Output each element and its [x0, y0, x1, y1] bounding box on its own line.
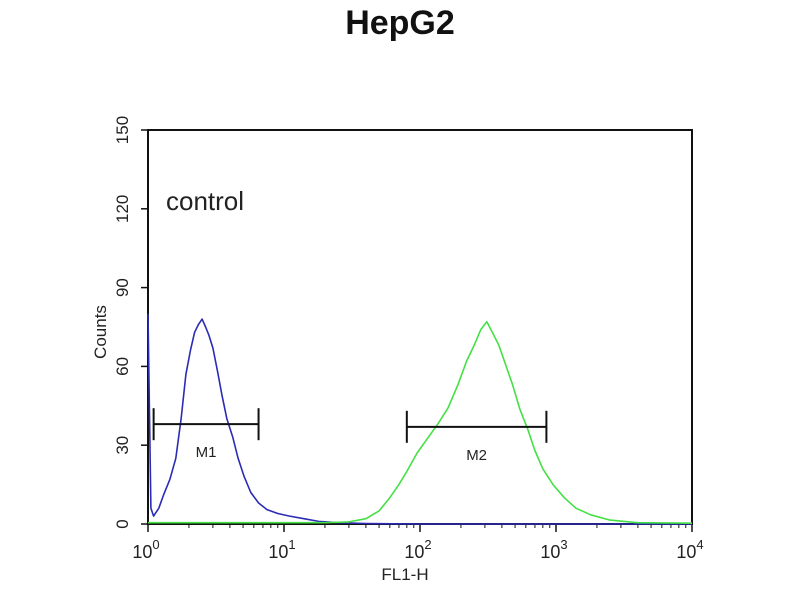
y-tick-label: 0 — [113, 519, 132, 528]
x-tick-label: 104 — [676, 537, 703, 562]
y-tick-label: 60 — [113, 357, 132, 376]
y-tick-label: 120 — [113, 195, 132, 223]
histogram-series-1 — [147, 313, 692, 525]
annotation-control: control — [166, 186, 244, 216]
x-tick-label: 102 — [404, 537, 431, 562]
x-tick-label: 103 — [540, 537, 567, 562]
y-tick-label: 90 — [113, 278, 132, 297]
chart-title: HepG2 — [345, 4, 455, 42]
x-axis-label: FL1-H — [381, 565, 428, 584]
y-tick-label: 30 — [113, 436, 132, 455]
x-tick-label: 100 — [132, 537, 159, 562]
gate-label: M2 — [466, 447, 487, 464]
histogram-series-2 — [148, 320, 693, 524]
x-tick-label: 101 — [268, 537, 295, 562]
y-tick-label: 150 — [113, 116, 132, 144]
y-axis-label: Counts — [91, 305, 110, 359]
gate-label: M1 — [196, 444, 217, 461]
